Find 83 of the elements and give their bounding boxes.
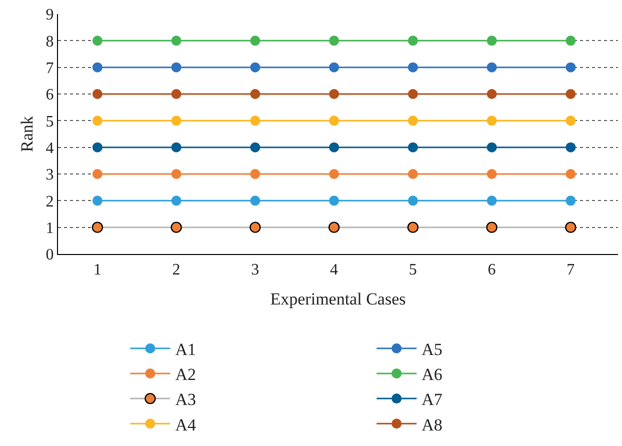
point xyxy=(329,116,340,126)
point xyxy=(408,62,418,72)
point xyxy=(407,222,419,233)
point xyxy=(486,62,497,72)
point xyxy=(566,142,576,152)
legend-label: A6 xyxy=(422,365,442,384)
x-tick-label: 4 xyxy=(330,261,338,278)
point xyxy=(566,62,576,72)
x-tick-label: 3 xyxy=(251,261,260,278)
x-tick-label: 6 xyxy=(488,261,496,278)
y-tick-label: 0 xyxy=(46,246,54,264)
point xyxy=(486,222,498,233)
point xyxy=(408,116,418,126)
point xyxy=(329,62,340,72)
point xyxy=(171,89,182,99)
point xyxy=(92,142,102,152)
y-tick-label: 9 xyxy=(46,6,54,24)
point xyxy=(328,222,340,233)
x-tick-label: 2 xyxy=(172,261,180,278)
point xyxy=(92,169,102,179)
point xyxy=(170,222,182,233)
point xyxy=(329,36,340,46)
point xyxy=(171,169,182,179)
point xyxy=(250,116,260,126)
point xyxy=(566,116,576,126)
point xyxy=(566,89,576,99)
legend-label: A2 xyxy=(175,365,196,384)
point xyxy=(408,89,418,99)
y-tick-label: 4 xyxy=(46,140,54,157)
point xyxy=(250,196,260,206)
x-tick-label: 1 xyxy=(93,261,102,278)
point xyxy=(566,196,576,206)
point xyxy=(171,196,182,206)
point xyxy=(486,169,497,179)
y-tick-label: 7 xyxy=(46,60,54,77)
point xyxy=(565,222,576,233)
point xyxy=(92,116,102,126)
point xyxy=(171,116,182,126)
point xyxy=(408,169,418,179)
point xyxy=(92,196,102,206)
y-tick-label: 2 xyxy=(46,193,54,210)
legend-label: A4 xyxy=(175,415,196,434)
point xyxy=(486,196,497,206)
point xyxy=(486,36,497,46)
point xyxy=(250,222,261,233)
legend-label: A1 xyxy=(175,340,196,359)
x-tick-label: 5 xyxy=(408,261,417,278)
point xyxy=(486,142,497,152)
point xyxy=(329,196,340,206)
point xyxy=(250,169,260,179)
point xyxy=(486,89,497,99)
point xyxy=(171,36,182,46)
y-tick-label: 8 xyxy=(46,33,54,50)
point xyxy=(408,196,418,206)
point xyxy=(250,89,260,99)
point xyxy=(408,142,418,152)
y-tick-label: 1 xyxy=(46,220,54,237)
point xyxy=(171,62,182,72)
legend-label: A8 xyxy=(422,415,442,434)
point xyxy=(250,36,260,46)
point xyxy=(250,62,260,72)
point xyxy=(486,116,497,126)
point xyxy=(566,36,576,46)
y-axis-title: Rank xyxy=(17,116,36,152)
point xyxy=(250,142,260,152)
point xyxy=(92,36,102,46)
point xyxy=(171,142,182,152)
y-tick-label: 5 xyxy=(46,113,54,130)
y-tick-label: 3 xyxy=(46,166,54,184)
legend-label: A3 xyxy=(175,390,196,410)
point xyxy=(329,169,340,179)
x-axis-title: Experimental Cases xyxy=(270,290,406,309)
y-tick-label: 6 xyxy=(46,86,54,104)
point xyxy=(92,89,102,99)
point xyxy=(408,36,418,46)
point xyxy=(329,142,340,152)
legend-label: A5 xyxy=(422,340,442,359)
point xyxy=(92,62,102,72)
point xyxy=(329,89,340,99)
point xyxy=(92,222,104,233)
legend-label: A7 xyxy=(422,390,443,410)
x-tick-label: 7 xyxy=(566,261,575,278)
point xyxy=(566,169,576,179)
